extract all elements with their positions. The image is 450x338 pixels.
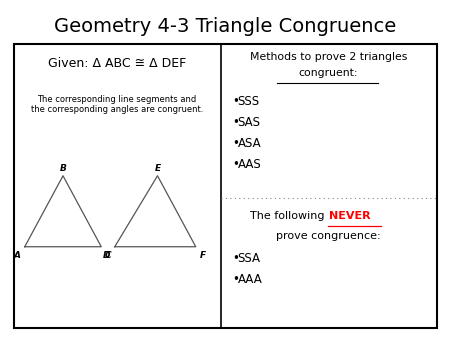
Text: C: C (105, 251, 112, 260)
Text: •: • (232, 95, 238, 107)
Text: •: • (232, 137, 238, 149)
Text: AAA: AAA (238, 273, 262, 286)
Text: •: • (232, 116, 238, 128)
Text: D: D (103, 251, 110, 260)
Text: The corresponding line segments and
the corresponding angles are congruent.: The corresponding line segments and the … (31, 95, 203, 114)
Text: SSS: SSS (238, 95, 260, 107)
Text: The following: The following (251, 211, 328, 221)
Text: ASA: ASA (238, 137, 261, 149)
Text: SSA: SSA (238, 252, 261, 265)
Text: •: • (232, 273, 238, 286)
Text: Methods to prove 2 triangles: Methods to prove 2 triangles (250, 52, 407, 63)
Text: F: F (200, 251, 206, 260)
Bar (14, 44, 436, 328)
Text: Given: Δ ABC ≅ Δ DEF: Given: Δ ABC ≅ Δ DEF (48, 57, 186, 70)
Text: B: B (59, 164, 67, 173)
Text: •: • (232, 158, 238, 170)
Text: AAS: AAS (238, 158, 261, 170)
Text: E: E (154, 164, 161, 173)
Text: prove congruence:: prove congruence: (276, 231, 381, 241)
Text: SAS: SAS (238, 116, 261, 128)
Text: congruent:: congruent: (299, 68, 358, 78)
Text: Geometry 4-3 Triangle Congruence: Geometry 4-3 Triangle Congruence (54, 17, 396, 36)
Text: NEVER: NEVER (328, 211, 370, 221)
Text: A: A (13, 251, 20, 260)
Text: •: • (232, 252, 238, 265)
